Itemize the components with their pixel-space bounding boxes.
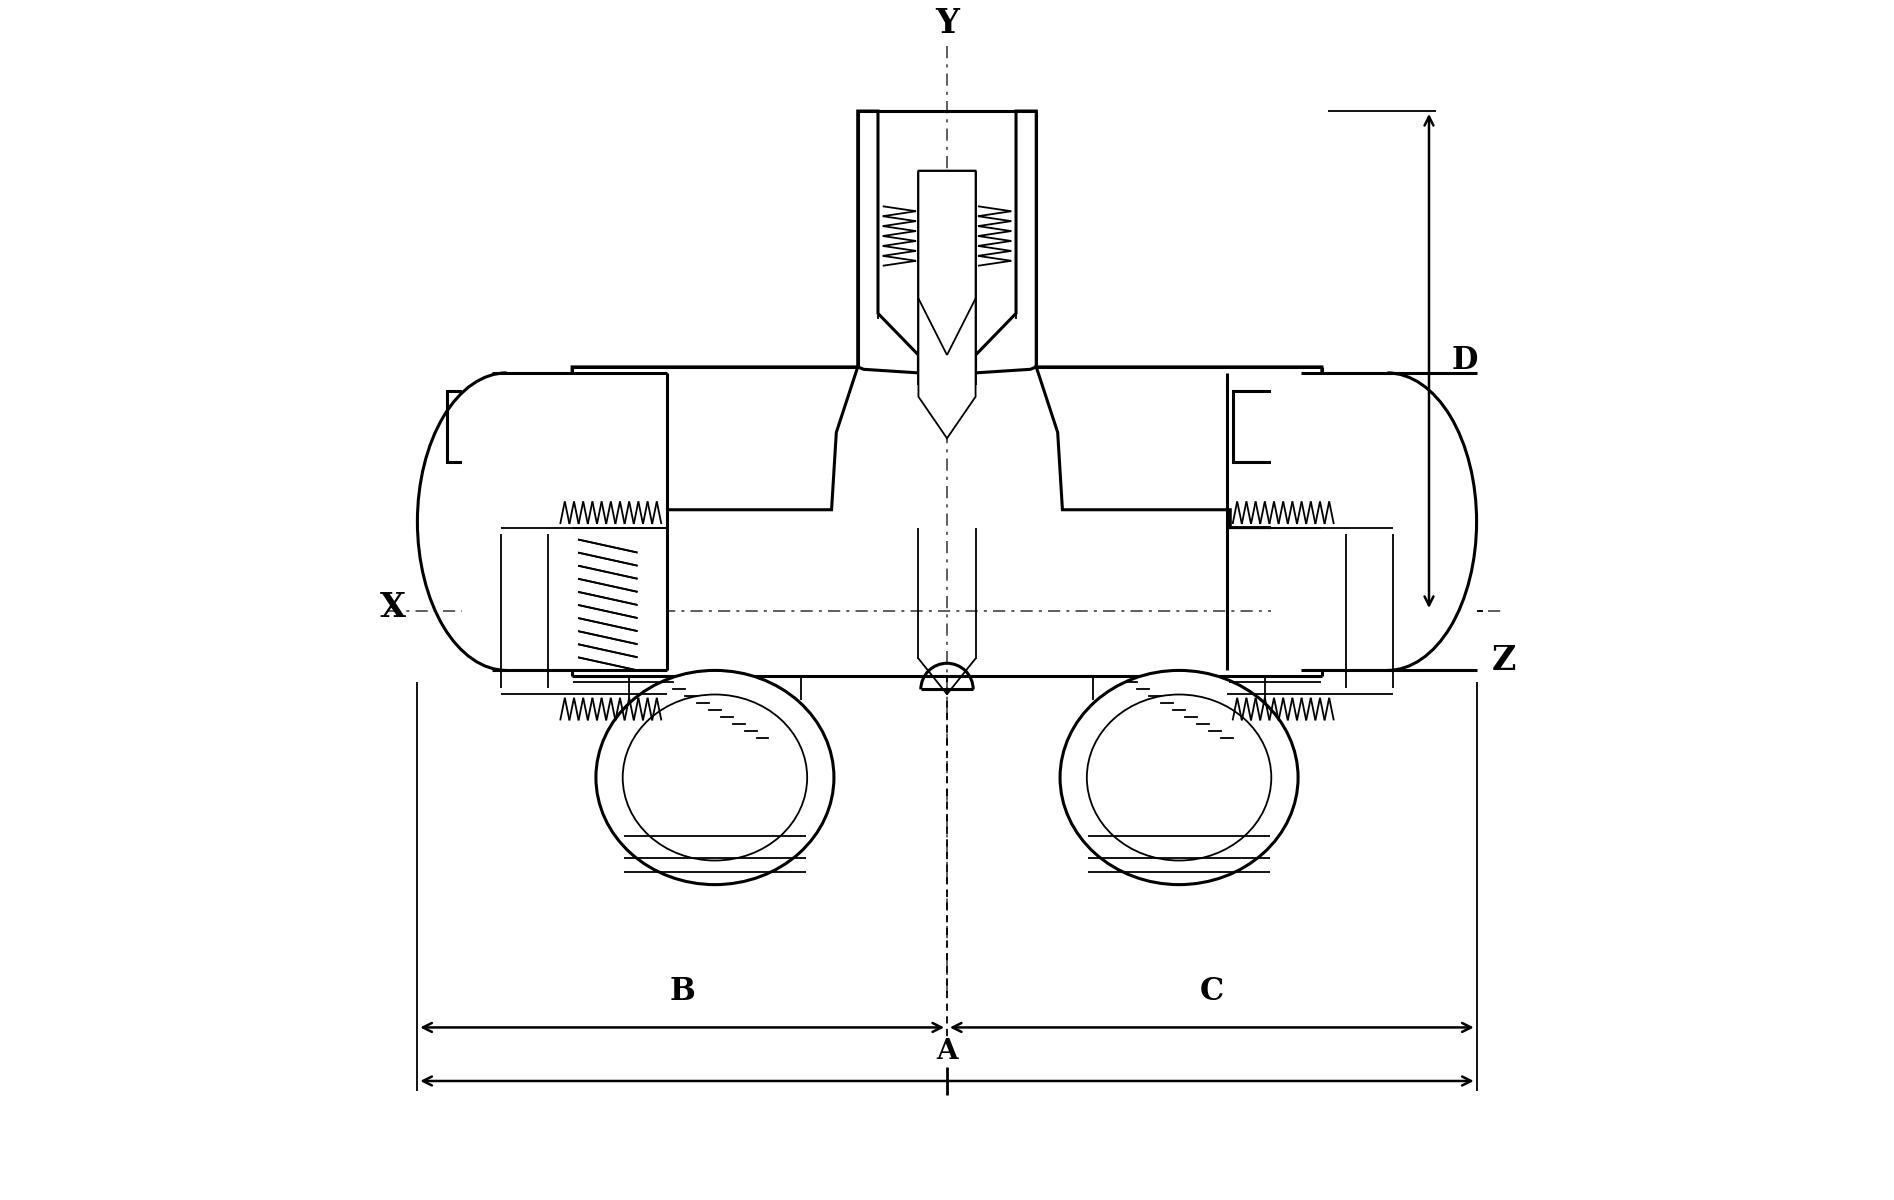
Text: B: B bbox=[669, 977, 695, 1007]
Ellipse shape bbox=[597, 671, 833, 884]
Ellipse shape bbox=[1087, 695, 1271, 860]
Ellipse shape bbox=[1061, 671, 1297, 884]
Text: X: X bbox=[379, 590, 405, 624]
Ellipse shape bbox=[623, 695, 807, 860]
Polygon shape bbox=[919, 170, 975, 438]
Polygon shape bbox=[572, 367, 858, 528]
Polygon shape bbox=[447, 391, 661, 462]
Polygon shape bbox=[858, 112, 919, 373]
Text: Y: Y bbox=[936, 7, 958, 40]
Text: Z: Z bbox=[1492, 644, 1517, 677]
Polygon shape bbox=[975, 112, 1036, 373]
Polygon shape bbox=[462, 373, 667, 671]
Polygon shape bbox=[1271, 373, 1477, 671]
Text: D: D bbox=[1451, 346, 1477, 377]
Polygon shape bbox=[1036, 367, 1322, 528]
Text: A: A bbox=[936, 1038, 958, 1064]
Text: C: C bbox=[1199, 977, 1224, 1007]
Polygon shape bbox=[1233, 391, 1447, 462]
